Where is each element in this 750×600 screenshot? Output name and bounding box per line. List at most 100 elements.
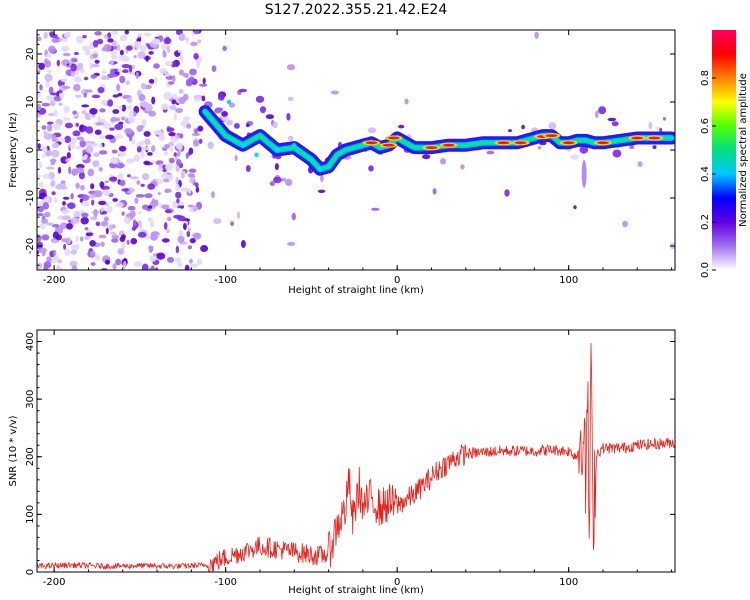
spectral-blob xyxy=(48,171,55,180)
spectral-blob xyxy=(63,244,67,250)
spectral-blob xyxy=(185,152,189,159)
spectral-blob xyxy=(84,154,88,159)
spectral-blob xyxy=(164,144,170,149)
spectral-blob xyxy=(107,32,111,38)
spectral-blob xyxy=(168,157,175,164)
spectral-blob xyxy=(91,143,99,147)
spectral-blob xyxy=(71,265,78,270)
spectral-blob xyxy=(57,166,62,174)
x-tick-label: -200 xyxy=(43,577,66,588)
spectral-blob xyxy=(95,221,101,226)
spectral-blob xyxy=(214,108,222,114)
spectral-blob xyxy=(122,69,129,74)
spectral-blob xyxy=(187,204,194,208)
spectral-blob xyxy=(172,93,178,100)
spectral-blob xyxy=(73,83,81,92)
ridge-hotspot-core xyxy=(648,136,661,140)
spectral-blob xyxy=(116,202,124,208)
spectral-blob xyxy=(63,32,71,39)
spectral-blob xyxy=(136,146,142,153)
y-tick-label: 100 xyxy=(25,505,36,524)
spectral-blob xyxy=(157,192,161,196)
spectral-blob xyxy=(181,171,184,179)
spectral-blob xyxy=(153,130,163,136)
spectral-blob xyxy=(655,126,660,131)
spectral-blob xyxy=(81,104,90,108)
spectral-blob xyxy=(119,180,126,186)
spectral-blob xyxy=(398,124,405,129)
spectral-blob xyxy=(121,64,131,69)
spectral-blob xyxy=(67,202,76,209)
spectral-blob xyxy=(80,202,89,207)
spectral-blob xyxy=(140,45,147,52)
spectral-blob xyxy=(121,211,125,216)
spectral-blob xyxy=(182,72,189,78)
spectral-blob xyxy=(79,140,86,148)
spectral-blob xyxy=(142,173,150,181)
spectral-blob xyxy=(62,52,71,57)
spectral-blob xyxy=(175,142,183,150)
spectral-blob xyxy=(37,213,44,217)
spectral-blob xyxy=(81,194,90,201)
spectral-blob xyxy=(49,100,56,107)
spectral-blob xyxy=(171,99,177,105)
ridge-cyan-dot xyxy=(226,99,232,105)
spectral-blob xyxy=(111,30,119,35)
spectral-blob xyxy=(287,96,294,102)
spectral-blob xyxy=(260,106,266,114)
spectral-blob xyxy=(153,63,160,69)
spectral-blob xyxy=(112,109,120,114)
spectral-blob xyxy=(151,96,156,105)
spectral-blob xyxy=(194,182,199,188)
spectral-blob xyxy=(49,31,55,37)
spectral-blob xyxy=(221,115,230,122)
spectral-blob xyxy=(116,83,121,92)
spectral-blob xyxy=(245,165,251,172)
spectral-blob xyxy=(85,89,93,93)
spectral-blob xyxy=(73,210,82,218)
spectral-blob xyxy=(178,33,186,41)
spectral-blob xyxy=(118,55,125,60)
spectral-blob xyxy=(41,125,47,130)
spectral-blob xyxy=(135,71,139,80)
spectral-blob xyxy=(51,142,60,149)
spectral-blob xyxy=(285,178,293,186)
spectral-blob xyxy=(62,85,71,89)
spectral-blob xyxy=(55,234,63,241)
spectral-blob xyxy=(97,86,105,94)
ridge-hotspot-core xyxy=(387,136,400,140)
spectral-blob xyxy=(95,254,101,261)
spectral-blob xyxy=(182,93,189,101)
spectral-blob xyxy=(43,132,53,140)
spectral-blob xyxy=(177,261,183,268)
spectral-blob xyxy=(62,201,66,206)
spectral-blob xyxy=(168,81,175,85)
spectral-blob xyxy=(65,207,70,213)
spectral-blob xyxy=(142,146,150,151)
spectral-blob xyxy=(132,219,137,227)
spectral-blob xyxy=(196,258,203,265)
spectral-blob xyxy=(118,105,123,110)
spectral-blob xyxy=(92,160,100,168)
spectral-blob xyxy=(109,60,115,65)
spectral-blob xyxy=(53,198,58,203)
y-tick-label: 20 xyxy=(25,48,36,61)
spectral-blob xyxy=(46,69,52,74)
spectral-blob xyxy=(150,233,158,241)
spectral-blob xyxy=(57,183,67,187)
colorbar-tick-label: 0.8 xyxy=(700,70,711,86)
spectral-blob xyxy=(151,160,156,164)
spectral-blob xyxy=(148,245,154,251)
spectral-blob xyxy=(71,168,77,176)
spectral-blob xyxy=(269,181,276,187)
spectral-blob xyxy=(137,33,143,38)
spectral-blob xyxy=(147,217,153,223)
spectral-blob xyxy=(62,196,70,200)
spectral-blob xyxy=(213,218,222,225)
ridge-hotspot-core xyxy=(442,143,455,147)
spectral-blob xyxy=(211,65,217,72)
spectral-blob xyxy=(119,49,124,56)
spectral-blob xyxy=(46,124,53,132)
spectral-blob xyxy=(63,105,70,114)
spectral-blob xyxy=(51,38,59,43)
